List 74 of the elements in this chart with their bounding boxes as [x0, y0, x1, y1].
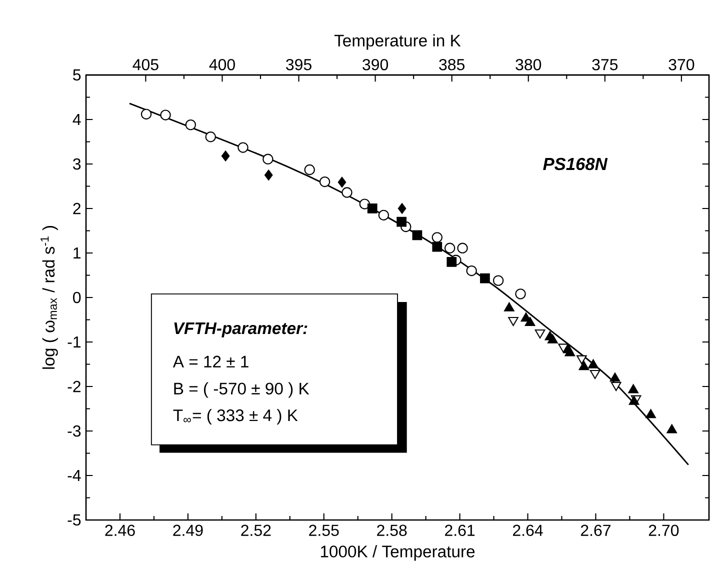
point — [264, 170, 273, 180]
point — [378, 210, 390, 220]
x-tick-label: 2.61 — [445, 524, 475, 536]
x-tick-label: 2.52 — [241, 524, 271, 536]
x2-tick-label: 380 — [516, 58, 542, 70]
point — [398, 203, 406, 214]
point — [610, 372, 620, 382]
point — [160, 110, 171, 120]
x-tick-label: 2.67 — [580, 524, 610, 536]
point — [304, 164, 315, 176]
x-axis-title: 1000K / Temperature — [320, 545, 475, 561]
y-axis-title: log ( ω$_{max}$ / rad s$^{-1}$ ) — [40, 226, 58, 369]
x-tick-label: 2.58 — [377, 524, 407, 536]
point — [666, 424, 677, 434]
line-series — [128, 102, 690, 466]
y-tick-label: -2 — [68, 380, 80, 392]
point — [588, 359, 598, 368]
point — [492, 275, 504, 286]
point — [185, 119, 196, 130]
point — [396, 216, 407, 227]
point — [524, 316, 536, 326]
y-tick-label: 0 — [73, 292, 81, 304]
x-tick-label: 2.46 — [105, 524, 135, 536]
point — [628, 384, 638, 394]
point — [564, 347, 576, 356]
point — [432, 242, 442, 252]
y-tick-label: 2 — [73, 202, 80, 214]
point — [205, 132, 216, 142]
x2-tick-label: 375 — [592, 58, 618, 70]
point — [446, 256, 457, 267]
point — [412, 230, 422, 240]
point — [319, 176, 330, 188]
point — [646, 409, 656, 418]
annotation: T$_{∞}$= ( 333 ± 4 ) K — [173, 408, 298, 425]
annotation: PS168N — [543, 158, 608, 170]
annotation: VFTH-parameter: — [174, 322, 308, 338]
y-tick-label: 3 — [73, 158, 81, 170]
x2-tick-label: 390 — [362, 58, 388, 70]
point — [466, 265, 477, 276]
point — [359, 198, 370, 210]
x2-tick-label: 405 — [132, 58, 158, 70]
x2-tick-label: 395 — [286, 58, 312, 70]
y-tick-label: -1 — [68, 336, 81, 348]
y-tick-label: 5 — [73, 69, 81, 81]
y-tick-label: 4 — [72, 114, 81, 125]
annotation: B = ( -570 ± 90 ) K — [174, 382, 310, 398]
point — [262, 154, 274, 164]
point — [432, 232, 442, 243]
point — [444, 242, 456, 254]
point — [480, 273, 490, 284]
y-tick-label: 1 — [74, 247, 81, 258]
point — [342, 187, 352, 198]
x2-tick-label: 400 — [209, 58, 235, 70]
x2-tick-label: 385 — [439, 58, 464, 70]
point — [457, 242, 468, 254]
point — [515, 288, 526, 300]
y-tick-label: -3 — [68, 425, 81, 437]
x-tick-label: 2.70 — [648, 524, 679, 536]
point — [578, 361, 590, 370]
point — [367, 204, 378, 214]
annotation: A = 12 ± 1 — [172, 356, 248, 368]
x2-axis-title: Temperature in K — [334, 34, 461, 50]
x-tick-label: 2.49 — [173, 524, 203, 536]
point — [504, 302, 514, 312]
y-tick-label: -4 — [68, 470, 81, 481]
y-tick-label: -5 — [68, 514, 81, 526]
point — [221, 150, 230, 162]
point — [338, 176, 346, 188]
x-tick-label: 2.64 — [512, 524, 543, 536]
x-tick-label: 2.55 — [309, 524, 339, 536]
point — [140, 108, 152, 120]
point — [548, 334, 558, 344]
point — [238, 142, 248, 153]
x2-tick-label: 370 — [668, 58, 694, 70]
